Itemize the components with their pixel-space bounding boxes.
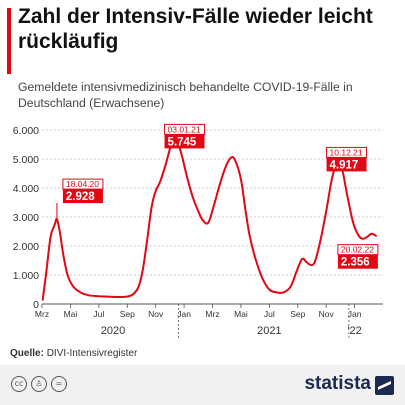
source-label: Quelle:: [10, 348, 44, 359]
callout-date: 10.12.21: [330, 147, 363, 157]
y-tick-label: 4.000: [13, 183, 39, 195]
chart-subtitle: Gemeldete intensivmedizinisch behandelte…: [18, 80, 353, 110]
brand-name[interactable]: statista: [304, 373, 371, 394]
x-tick-label: Mrz: [35, 309, 49, 319]
x-tick-label: Nov: [148, 309, 164, 319]
y-tick-label: 6.000: [13, 125, 39, 137]
annotations: 18.04.20 2.928 03.01.21 5.745 10.12.21 4.917 2…: [56, 123, 379, 269]
x-tick-label: Jan: [348, 309, 362, 319]
series-line: [41, 136, 377, 301]
x-tick-label: Mai: [64, 309, 78, 319]
callout-date: 03.01.21: [168, 124, 201, 134]
callout-date-box: [326, 146, 368, 158]
x-tick-label: Sep: [290, 309, 305, 319]
source-note: Quelle: DIVI-Intensivregister: [10, 348, 137, 359]
footer-bar: cc ♙ = statista: [0, 365, 405, 405]
x-tick-label: Jan: [177, 309, 191, 319]
callout-date: 20.02.22: [341, 245, 374, 255]
x-tick-label: Jul: [93, 309, 104, 319]
nd-icon[interactable]: =: [51, 376, 67, 392]
grid-lines: 0 1.000 2.000 3.000 4.000 5.000 6.000: [13, 125, 383, 311]
statista-logo-icon[interactable]: [375, 376, 394, 395]
x-tick-label: Mai: [234, 309, 248, 319]
callout-value: 2.356: [341, 257, 370, 269]
callout-value-box: [326, 157, 367, 172]
callout-value: 4.917: [330, 159, 359, 171]
callout-value: 2.928: [66, 191, 95, 203]
y-tick-label: 0: [33, 299, 39, 311]
y-tick-label: 2.000: [13, 241, 39, 253]
year-label: 2021: [257, 325, 281, 337]
by-icon[interactable]: ♙: [31, 376, 47, 392]
x-tick-label: Nov: [319, 309, 335, 319]
callout-date: 18.04.20: [66, 179, 99, 189]
cc-icon[interactable]: cc: [11, 376, 27, 392]
x-tick-label: Mrz: [205, 309, 219, 319]
callout-value-box: [164, 134, 205, 149]
year-label: 2020: [101, 325, 125, 337]
callout-value: 5.745: [168, 136, 197, 148]
accent-bar: [7, 8, 11, 74]
year-label: '22: [347, 325, 361, 337]
x-axis: Mrz Mai Jul Sep Nov Jan Mrz Mai Jul Sep Nov Jan 2020…: [35, 304, 362, 338]
y-tick-label: 5.000: [13, 154, 39, 166]
chart-title: Zahl der Intensiv-Fälle wieder leicht rü…: [18, 5, 373, 53]
line-chart: 0 1.000 2.000 3.000 4.000 5.000 6.000 Mrz Mai Ju…: [13, 123, 383, 338]
y-tick-label: 1.000: [13, 270, 39, 282]
callout-value-box: [337, 254, 378, 269]
x-tick-label: Sep: [120, 309, 135, 319]
callout-value-box: [62, 189, 103, 204]
series-layer: [41, 136, 377, 301]
source-text: DIVI-Intensivregister: [46, 348, 138, 359]
x-tick-label: Jul: [264, 309, 275, 319]
y-tick-label: 3.000: [13, 212, 39, 224]
